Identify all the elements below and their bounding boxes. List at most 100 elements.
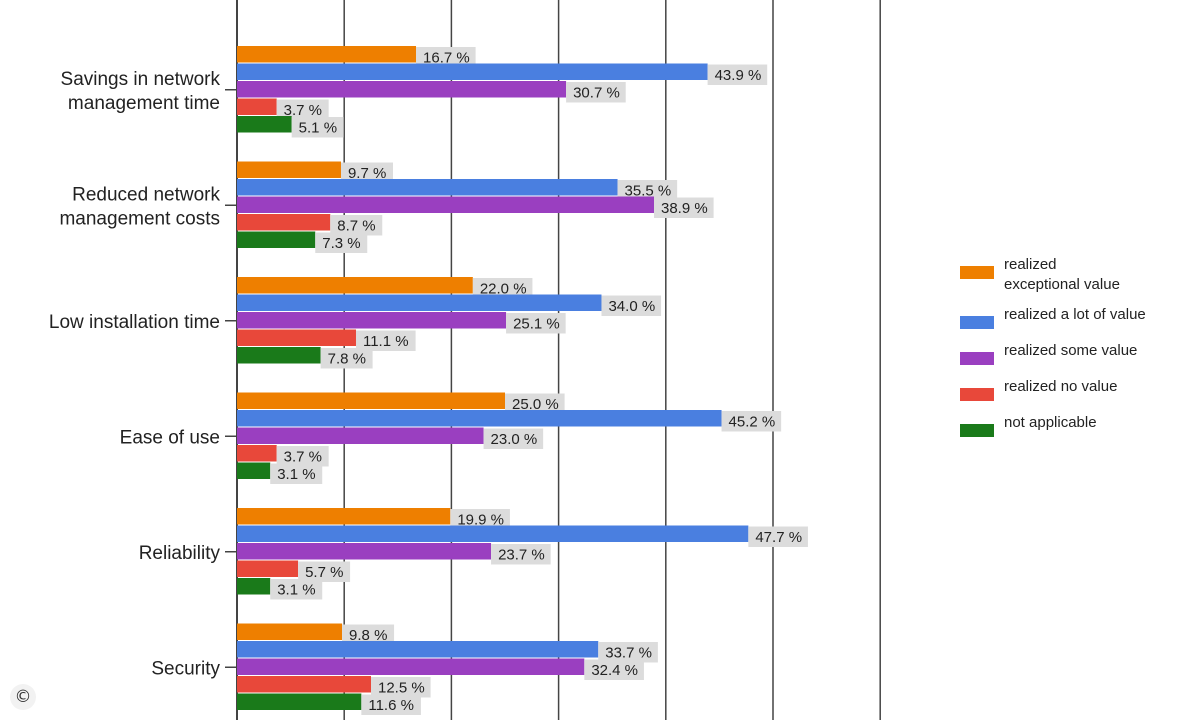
bar xyxy=(237,641,599,658)
data-label-background xyxy=(598,642,658,663)
data-label-background xyxy=(748,526,808,547)
category-group: 9.8 % 33.7 %32.4 % 12.5 %11.6 % xyxy=(237,623,658,715)
legend-label: realized no value xyxy=(1004,378,1117,395)
category-label: Reliability xyxy=(139,543,221,564)
data-label-background xyxy=(584,659,644,680)
data-label: 3.1 % xyxy=(277,466,315,483)
data-label: 47.7 % xyxy=(755,529,802,546)
data-label: 11.1 % xyxy=(363,333,409,350)
legend-label: exceptional value xyxy=(1004,276,1120,293)
data-label-background xyxy=(330,215,383,236)
bar xyxy=(237,63,708,80)
data-label: 11.6 % xyxy=(368,697,414,714)
data-label: 22.0 % xyxy=(480,281,527,298)
legend-item: realized no value xyxy=(960,378,1117,401)
data-label-background xyxy=(342,624,395,645)
legend-swatch xyxy=(960,266,994,279)
copyright-symbol: © xyxy=(10,684,36,710)
bar xyxy=(237,508,451,525)
category-group: 16.7 % 43.9 % 30.7 % 3.7 %5.1 % xyxy=(237,46,768,138)
category-label: management costs xyxy=(59,208,220,229)
bar xyxy=(237,329,356,346)
data-label: 35.5 % xyxy=(625,183,672,200)
data-label-background xyxy=(654,197,714,218)
category-label: management time xyxy=(68,93,220,114)
data-label-background xyxy=(450,509,510,530)
legend-swatch xyxy=(960,424,994,437)
bar xyxy=(237,179,618,196)
bar xyxy=(237,161,341,178)
data-label-background xyxy=(276,99,329,120)
data-label: 16.7 % xyxy=(423,50,470,67)
category-labels: Savings in network management time Reduced… xyxy=(49,69,237,679)
data-label-background xyxy=(472,278,533,299)
data-label-background xyxy=(416,47,476,68)
data-label-background xyxy=(315,232,368,253)
bar xyxy=(237,560,299,577)
bar xyxy=(237,462,271,479)
data-label: 8.7 % xyxy=(337,218,375,235)
data-label: 33.7 % xyxy=(605,645,652,662)
data-label-background xyxy=(707,64,768,85)
category-label: Security xyxy=(151,658,220,679)
data-label-background xyxy=(320,348,373,369)
data-label: 5.1 % xyxy=(299,120,337,137)
data-label: 5.7 % xyxy=(305,564,343,581)
category-label: Ease of use xyxy=(120,427,220,448)
bar xyxy=(237,392,505,409)
bar xyxy=(237,445,277,462)
category-label: Reduced network xyxy=(72,184,220,205)
legend-label: realized some value xyxy=(1004,342,1137,359)
bar xyxy=(237,231,316,248)
bar xyxy=(237,410,722,427)
bar xyxy=(237,693,362,710)
data-label-background xyxy=(566,82,626,103)
data-label: 32.4 % xyxy=(591,662,638,679)
data-label: 9.8 % xyxy=(349,627,387,644)
data-label: 38.9 % xyxy=(661,200,708,217)
legend-swatch xyxy=(960,388,994,401)
category-group: 25.0 % 45.2 % 23.0 % 3.7 %3.1 % xyxy=(237,392,782,484)
data-label-background xyxy=(361,694,421,715)
category-label: Low installation time xyxy=(49,312,220,333)
data-label-background xyxy=(483,428,544,449)
data-label: 45.2 % xyxy=(729,414,776,431)
legend-item: not applicable xyxy=(960,414,1097,437)
data-label: 23.0 % xyxy=(491,431,538,448)
bar xyxy=(237,543,492,560)
bar xyxy=(237,578,271,595)
bar xyxy=(237,116,292,133)
data-label: 30.7 % xyxy=(573,85,620,102)
gridlines xyxy=(236,0,881,720)
legend-item: realized some value xyxy=(960,342,1137,365)
data-label-background xyxy=(270,579,323,600)
category-label: Savings in network xyxy=(61,69,221,90)
bar xyxy=(237,427,484,444)
legend-label: not applicable xyxy=(1004,414,1097,431)
data-label: 19.9 % xyxy=(457,512,504,529)
category-group: 22.0 % 34.0 % 25.1 % 11.1 %7.8 % xyxy=(237,277,662,369)
data-label-background xyxy=(291,117,344,138)
data-label-background xyxy=(617,180,678,201)
data-label-background xyxy=(340,162,393,183)
data-label: 23.7 % xyxy=(498,547,545,564)
data-label: 25.1 % xyxy=(513,316,560,333)
bar xyxy=(237,347,321,364)
data-label: 12.5 % xyxy=(378,680,425,697)
data-label-background xyxy=(506,313,566,334)
data-label-background xyxy=(298,561,351,582)
data-label-background xyxy=(270,463,323,484)
legend-swatch xyxy=(960,316,994,329)
data-label: 34.0 % xyxy=(608,298,655,315)
bar xyxy=(237,525,749,542)
data-label-background xyxy=(355,330,416,351)
bar xyxy=(237,81,567,98)
legend-swatch xyxy=(960,352,994,365)
data-label-background xyxy=(721,411,782,432)
data-label-background xyxy=(601,295,662,316)
bars: 16.7 %43.9 %30.7 %3.7 %5.1 %9.7 %35.5 %3… xyxy=(237,46,808,715)
bar xyxy=(237,294,602,311)
legend-label: realized a lot of value xyxy=(1004,306,1146,323)
legend-item: realized a lot of value xyxy=(960,306,1146,329)
data-label: 7.3 % xyxy=(322,235,360,252)
